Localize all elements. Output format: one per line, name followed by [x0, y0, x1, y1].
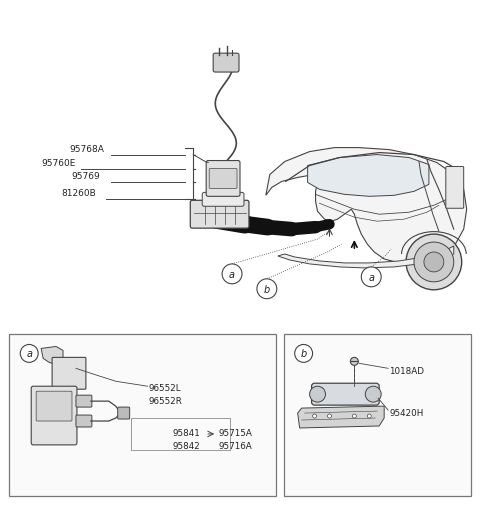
Bar — [131, 418, 230, 450]
Bar — [284, 334, 471, 495]
Text: 95769: 95769 — [71, 172, 100, 181]
Text: b: b — [264, 284, 270, 294]
Polygon shape — [41, 347, 63, 365]
Text: 96552R: 96552R — [148, 396, 182, 406]
FancyBboxPatch shape — [202, 193, 244, 207]
Text: 95841: 95841 — [172, 428, 200, 437]
Polygon shape — [308, 155, 429, 197]
Text: 1018AD: 1018AD — [389, 367, 424, 376]
Bar — [9, 334, 276, 495]
Text: a: a — [368, 272, 374, 282]
Polygon shape — [298, 407, 384, 428]
Text: a: a — [229, 269, 235, 279]
FancyBboxPatch shape — [76, 395, 92, 408]
Text: 95760E: 95760E — [41, 159, 75, 168]
Text: b: b — [300, 349, 307, 359]
Circle shape — [327, 414, 332, 418]
FancyBboxPatch shape — [190, 201, 249, 229]
Circle shape — [222, 265, 242, 284]
FancyBboxPatch shape — [209, 169, 237, 189]
Text: 95716A: 95716A — [218, 441, 252, 450]
Text: 96552L: 96552L — [148, 383, 181, 392]
Text: 95768A: 95768A — [69, 144, 104, 154]
Text: 95715A: 95715A — [218, 428, 252, 437]
FancyBboxPatch shape — [76, 415, 92, 427]
Circle shape — [295, 345, 312, 363]
Circle shape — [361, 267, 381, 287]
FancyBboxPatch shape — [312, 383, 379, 406]
FancyBboxPatch shape — [52, 358, 86, 389]
Circle shape — [312, 414, 316, 418]
Circle shape — [20, 345, 38, 363]
Circle shape — [367, 414, 371, 418]
FancyBboxPatch shape — [446, 167, 464, 209]
Circle shape — [352, 414, 356, 418]
Circle shape — [350, 358, 358, 366]
FancyBboxPatch shape — [31, 386, 77, 445]
Polygon shape — [266, 148, 467, 265]
FancyBboxPatch shape — [36, 391, 72, 421]
Circle shape — [424, 252, 444, 272]
FancyBboxPatch shape — [213, 54, 239, 73]
Text: 95842: 95842 — [172, 441, 200, 450]
Circle shape — [406, 235, 462, 290]
Circle shape — [310, 386, 325, 402]
Text: a: a — [26, 349, 32, 359]
Circle shape — [365, 386, 381, 402]
Text: 95420H: 95420H — [389, 408, 423, 417]
FancyBboxPatch shape — [206, 161, 240, 197]
Circle shape — [257, 279, 277, 299]
Polygon shape — [278, 246, 454, 268]
Text: 81260B: 81260B — [61, 189, 96, 198]
FancyBboxPatch shape — [118, 408, 130, 419]
Circle shape — [414, 242, 454, 282]
